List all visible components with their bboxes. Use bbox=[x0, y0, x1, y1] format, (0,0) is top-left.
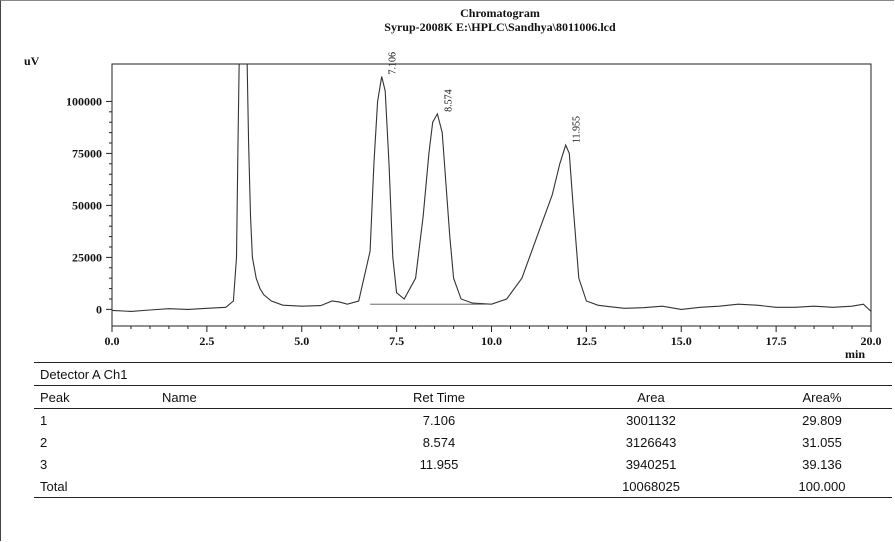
cell-total-label: Total bbox=[34, 475, 156, 498]
y-tick-label: 0 bbox=[96, 302, 102, 316]
table-header-row: Peak Name Ret Time Area Area% bbox=[34, 385, 892, 409]
cell-ret-time: 8.574 bbox=[422, 434, 456, 450]
y-tick-label: 25000 bbox=[72, 250, 102, 264]
cell-name bbox=[156, 475, 328, 498]
x-tick-label: 5.0 bbox=[294, 334, 309, 348]
y-tick-label: 75000 bbox=[72, 146, 102, 160]
x-tick-label: 2.5 bbox=[199, 334, 214, 348]
cell-total-area: 10068025 bbox=[550, 475, 752, 498]
cell-area-pct: 39.136 bbox=[802, 456, 842, 472]
plot-frame bbox=[111, 63, 872, 327]
col-name: Name bbox=[156, 385, 328, 409]
x-tick-label: 15.0 bbox=[671, 334, 692, 348]
chart-title: Chromatogram bbox=[460, 6, 540, 20]
x-tick-label: 12.5 bbox=[576, 334, 597, 348]
cell-name bbox=[156, 409, 328, 432]
cell-name bbox=[156, 453, 328, 475]
x-tick-label: 17.5 bbox=[766, 334, 787, 348]
col-area: Area bbox=[550, 385, 752, 409]
cell-area: 3001132 bbox=[626, 412, 676, 428]
cell-peak: 1 bbox=[40, 412, 48, 428]
cell-peak: 2 bbox=[40, 434, 48, 450]
cell-peak: 3 bbox=[40, 456, 48, 472]
peak-label: 8.574 bbox=[443, 89, 454, 112]
peak-table: Detector A Ch1 Peak Name Ret Time Area A… bbox=[34, 362, 892, 498]
cell-ret-time: 7.106 bbox=[422, 412, 456, 428]
chromatogram-trace bbox=[112, 64, 871, 312]
x-tick-label: 0.0 bbox=[105, 334, 120, 348]
table-row: 2 8.574 3126643 31.055 bbox=[34, 431, 892, 453]
cell-total-area-pct: 100.000 bbox=[752, 475, 892, 498]
cell-area-pct: 29.809 bbox=[802, 412, 842, 428]
cell-area-pct: 31.055 bbox=[802, 434, 842, 450]
peak-label: 11.955 bbox=[572, 116, 583, 143]
cell-area: 3126643 bbox=[625, 434, 677, 450]
y-axis-label: uV bbox=[24, 54, 40, 68]
table-total-row: Total 10068025 100.000 bbox=[34, 475, 892, 498]
cell-ret-time bbox=[328, 475, 550, 498]
col-area-pct: Area% bbox=[752, 385, 892, 409]
y-tick-label: 100000 bbox=[66, 94, 102, 108]
col-peak: Peak bbox=[34, 385, 156, 409]
chromatogram-chart: 0.0 2.5 5.0 7.5 10.0 12.5 15.0 17.5 20.0 0 25000 50… bbox=[66, 52, 882, 348]
cell-name bbox=[156, 431, 328, 453]
table-row: 3 11.955 3940251 39.136 bbox=[34, 453, 892, 475]
cell-ret-time: 11.955 bbox=[419, 456, 459, 472]
table-row: 1 7.106 3001132 29.809 bbox=[34, 409, 892, 432]
col-ret-time: Ret Time bbox=[328, 385, 550, 409]
detector-label: Detector A Ch1 bbox=[34, 362, 892, 386]
peak-label: 7.106 bbox=[388, 52, 399, 75]
y-tick-label: 50000 bbox=[72, 198, 102, 212]
x-tick-label: 20.0 bbox=[861, 334, 882, 348]
cell-area: 3940251 bbox=[625, 456, 677, 472]
x-axis-label: min bbox=[845, 347, 866, 361]
x-tick-label: 7.5 bbox=[389, 334, 404, 348]
chart-subtitle: Syrup-2008K E:\HPLC\Sandhya\8011006.lcd bbox=[384, 20, 616, 34]
x-tick-label: 10.0 bbox=[481, 334, 502, 348]
detector-row: Detector A Ch1 bbox=[34, 362, 892, 386]
